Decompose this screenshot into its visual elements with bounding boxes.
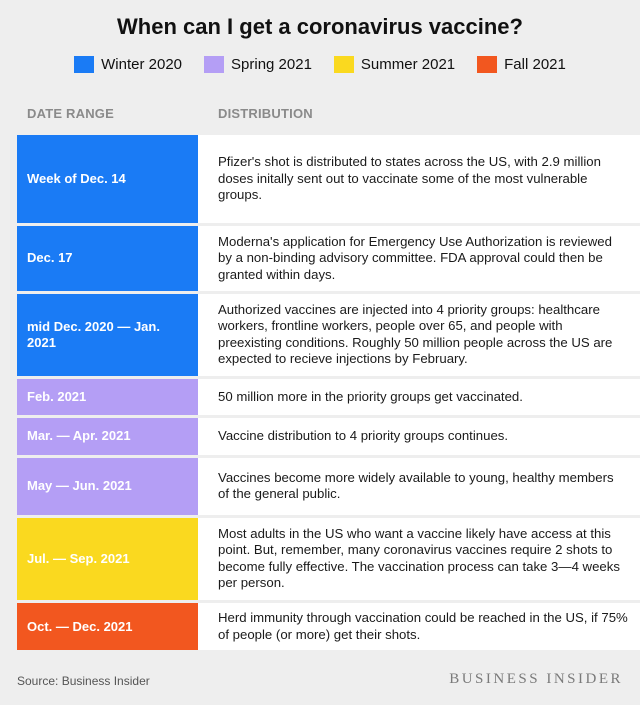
legend-item-fall: Fall 2021 bbox=[477, 56, 566, 73]
distribution-cell: Most adults in the US who want a vaccine… bbox=[218, 525, 620, 591]
legend: Winter 2020 Spring 2021 Summer 2021 Fall… bbox=[0, 56, 640, 73]
table-row: Mar. — Apr. 2021 Vaccine distribution to… bbox=[17, 417, 640, 455]
table-row: mid Dec. 2020 — Jan. 2021 Authorized vac… bbox=[17, 293, 640, 377]
legend-label: Winter 2020 bbox=[101, 56, 183, 73]
date-cell: May — Jun. 2021 bbox=[17, 457, 198, 515]
distribution-cell: Pfizer's shot is distributed to states a… bbox=[218, 154, 601, 203]
distribution-cell: 50 million more in the priority groups g… bbox=[218, 388, 523, 404]
legend-item-summer: Summer 2021 bbox=[333, 56, 456, 73]
date-cell: Week of Dec. 14 bbox=[17, 135, 198, 224]
table-row: Oct. — Dec. 2021 Herd immunity through v… bbox=[17, 603, 640, 650]
date-cell: Dec. 17 bbox=[17, 226, 198, 291]
date-cell: Feb. 2021 bbox=[17, 379, 198, 415]
distribution-cell: Vaccine distribution to 4 priority group… bbox=[218, 427, 509, 443]
legend-swatch bbox=[477, 56, 498, 73]
chart-title: When can I get a coronavirus vaccine? bbox=[117, 14, 523, 39]
date-cell: mid Dec. 2020 — Jan. 2021 bbox=[17, 293, 198, 377]
legend-swatch bbox=[204, 56, 225, 73]
table-header: DATE RANGE DISTRIBUTION bbox=[0, 106, 640, 126]
legend-item-spring: Spring 2021 bbox=[204, 56, 312, 73]
legend-swatch bbox=[74, 56, 95, 73]
table-row: Jul. — Sep. 2021 Most adults in the US w… bbox=[17, 517, 640, 600]
date-cell: Oct. — Dec. 2021 bbox=[17, 603, 198, 650]
table-row: Feb. 2021 50 million more in the priorit… bbox=[17, 379, 640, 415]
column-header-distribution: DISTRIBUTION bbox=[218, 106, 313, 121]
source-note: Source: Business Insider bbox=[17, 674, 150, 688]
distribution-cell: Vaccines become more widely available to… bbox=[218, 469, 614, 502]
legend-label: Fall 2021 bbox=[504, 56, 566, 73]
table-row: Dec. 17 Moderna's application for Emerge… bbox=[17, 226, 640, 291]
date-cell: Mar. — Apr. 2021 bbox=[17, 417, 198, 455]
column-header-date: DATE RANGE bbox=[27, 106, 114, 121]
distribution-cell: Authorized vaccines are injected into 4 … bbox=[218, 301, 613, 367]
legend-label: Spring 2021 bbox=[231, 56, 312, 73]
date-cell: Jul. — Sep. 2021 bbox=[17, 517, 198, 600]
legend-item-winter: Winter 2020 bbox=[74, 56, 182, 73]
table-row: Week of Dec. 14 Pfizer's shot is distrib… bbox=[17, 135, 640, 224]
timeline-table: Week of Dec. 14 Pfizer's shot is distrib… bbox=[17, 135, 640, 650]
distribution-cell: Herd immunity through vaccination could … bbox=[218, 610, 628, 642]
brand-logo: BUSINESS INSIDER bbox=[449, 671, 623, 687]
legend-swatch bbox=[333, 56, 354, 73]
legend-label: Summer 2021 bbox=[360, 56, 456, 73]
table-row: May — Jun. 2021 Vaccines become more wid… bbox=[17, 457, 640, 515]
distribution-cell: Moderna's application for Emergency Use … bbox=[218, 233, 612, 282]
